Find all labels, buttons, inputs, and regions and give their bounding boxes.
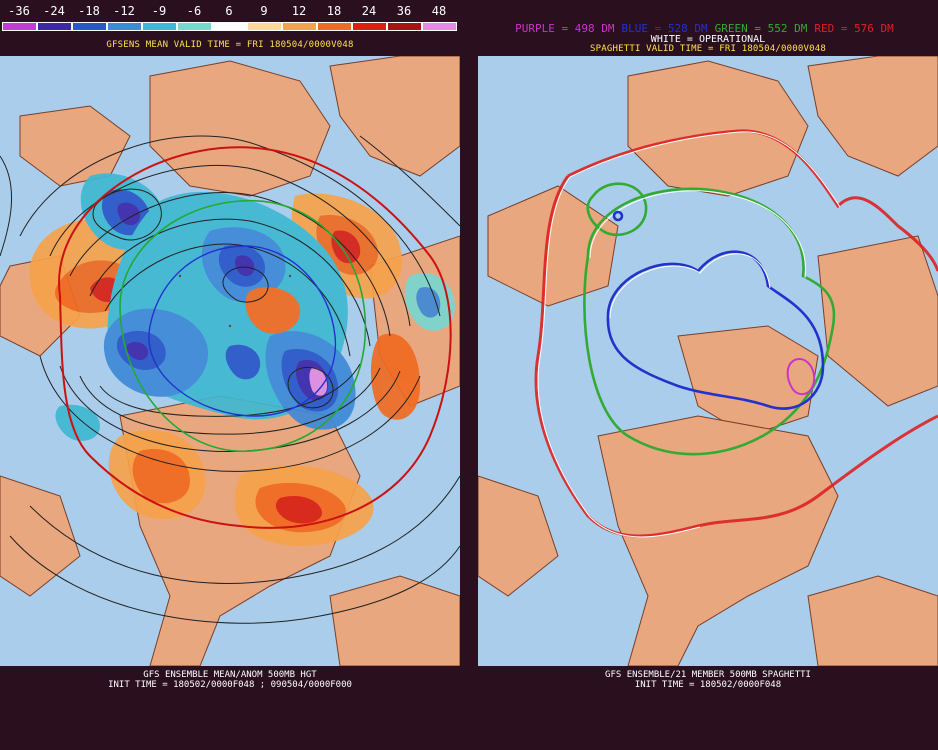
spaghetti-footer-line1: GFS ENSEMBLE/21 MEMBER 500MB SPAGHETTI: [605, 670, 811, 680]
spaghetti-panel: PURPLE = 498 DM BLUE = 528 DM GREEN = 552 …: [478, 0, 938, 750]
mean-anomaly-map: [0, 56, 460, 666]
colorbar-label: 18: [326, 4, 342, 18]
528dm-spaghetti: [606, 210, 825, 410]
spaghetti-map-graphic: [478, 56, 938, 666]
colorbar-label: 24: [361, 4, 377, 18]
colorbar-label: -18: [78, 4, 100, 18]
colorbar-label: 36: [396, 4, 412, 18]
colorbar-label: 6: [225, 4, 233, 18]
legend-entry: BLUE = 528 DM: [621, 22, 708, 35]
colorbar-swatch: [37, 22, 72, 31]
anomaly-colorbar: -36 -24 -18 -12 -9 -6 6 9 12 18 24 36 48: [0, 0, 460, 36]
colorbar-label: -9: [151, 4, 167, 18]
colorbar-swatches: [2, 22, 457, 31]
colorbar-swatch: [352, 22, 387, 31]
legend-entry: PURPLE = 498 DM: [515, 22, 615, 35]
colorbar-label: -6: [186, 4, 202, 18]
528dm-contour: [148, 245, 337, 417]
colorbar-label: -24: [43, 4, 65, 18]
colorbar-swatch: [2, 22, 37, 31]
spaghetti-map: [478, 56, 938, 666]
spaghetti-panel-title: SPAGHETTI VALID TIME = FRI 180504/0000V0…: [590, 44, 826, 54]
mean-footer-line2: INIT TIME = 180502/0000F048 ; 090504/000…: [108, 680, 352, 690]
colorbar-swatch: [247, 22, 282, 31]
mean-map-graphic: [0, 56, 460, 666]
operational-label: WHITE = OPERATIONAL: [650, 34, 766, 45]
height-contours: [0, 135, 460, 624]
colorbar-swatch: [107, 22, 142, 31]
552dm-operational: [589, 190, 807, 279]
576dm-operational: [537, 131, 841, 538]
colorbar-swatch: [177, 22, 212, 31]
land-layer: [478, 56, 938, 666]
colorbar-swatch: [387, 22, 422, 31]
anomaly-shading: [29, 173, 455, 546]
576dm-spaghetti: [534, 129, 938, 538]
colorbar-swatch: [72, 22, 107, 31]
legend-entry: GREEN = 552 DM: [714, 22, 808, 35]
colorbar-label: 48: [431, 4, 447, 18]
552dm-contour: [119, 199, 367, 452]
mean-anomaly-panel: -36 -24 -18 -12 -9 -6 6 9 12 18 24 36 48 GFSENS MEAN…: [0, 0, 460, 750]
colorbar-label: -12: [113, 4, 135, 18]
lat-lon-marks: [178, 274, 292, 328]
colorbar-swatch: [282, 22, 317, 31]
colorbar-label: 12: [291, 4, 307, 18]
mean-panel-title: GFSENS MEAN VALID TIME = FRI 180504/0000…: [106, 40, 354, 50]
legend-entry: RED = 576 DM: [814, 22, 894, 35]
mean-footer-line1: GFS ENSEMBLE MEAN/ANOM 500MB HGT: [143, 670, 317, 680]
576dm-contour: [58, 146, 452, 529]
552dm-spaghetti: [583, 182, 836, 456]
colorbar-swatch: [212, 22, 247, 31]
spaghetti-legend: PURPLE = 498 DM BLUE = 528 DM GREEN = 552 …: [478, 22, 938, 35]
colorbar-label: 9: [260, 4, 268, 18]
498dm-spaghetti: [786, 358, 816, 396]
528dm-operational: [609, 253, 771, 319]
colorbar-label: -36: [8, 4, 30, 18]
colorbar-swatch: [422, 22, 457, 31]
panel-divider: [460, 0, 478, 750]
colorbar-swatch: [317, 22, 352, 31]
spaghetti-footer-line2: INIT TIME = 180502/0000F048: [634, 680, 782, 690]
colorbar-swatch: [142, 22, 177, 31]
